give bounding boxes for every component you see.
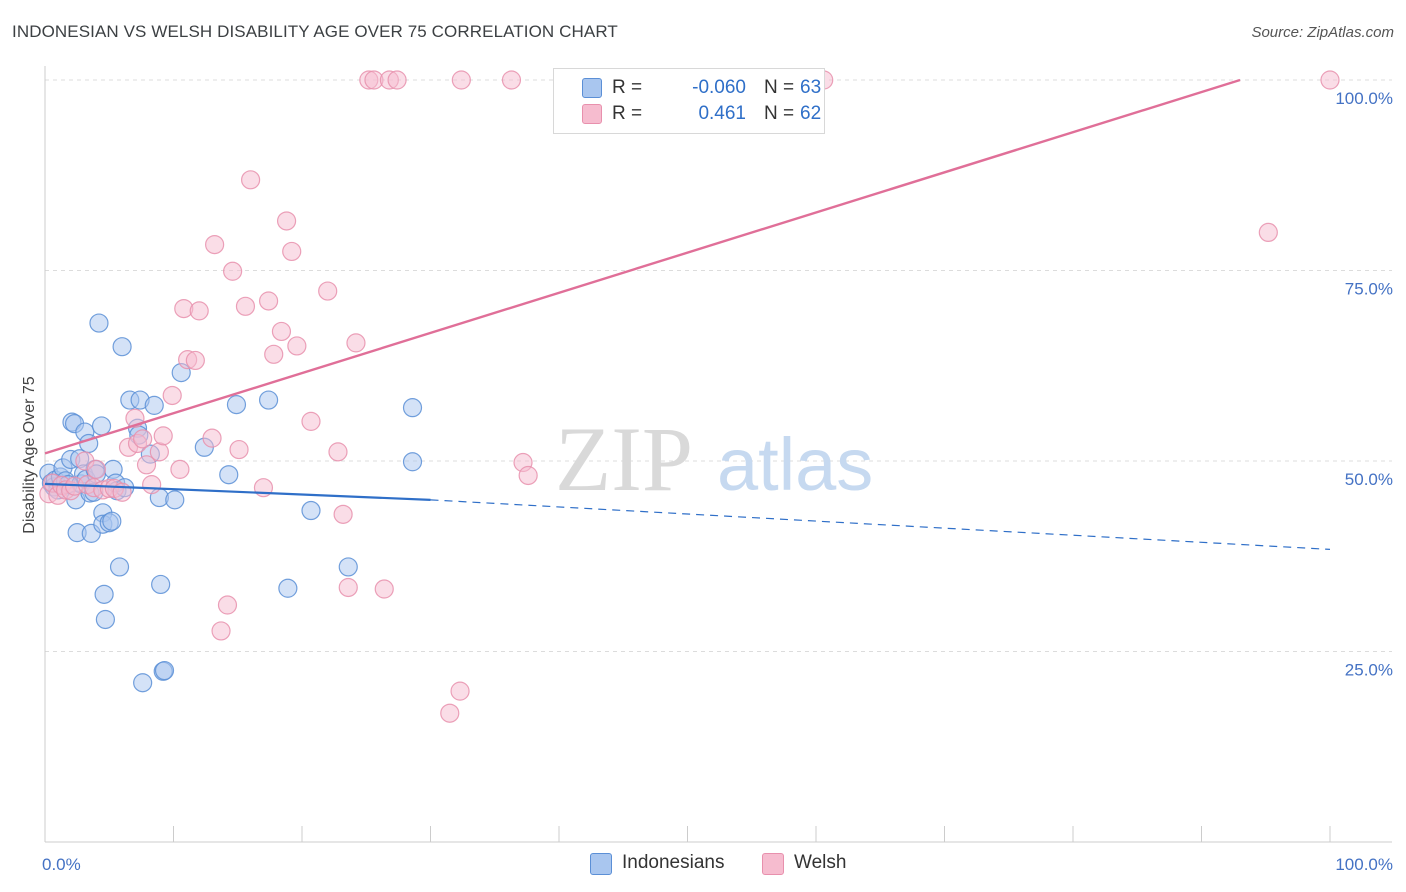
n-label: N = xyxy=(764,77,795,98)
indonesians-point xyxy=(102,511,122,531)
r-value: -0.060 xyxy=(692,77,746,98)
welsh-point xyxy=(501,70,522,90)
x-tick-label: 0.0% xyxy=(42,855,81,874)
welsh-trendline xyxy=(44,78,1241,455)
welsh-point xyxy=(258,291,279,311)
indonesians-point xyxy=(402,398,423,418)
r-label: R = xyxy=(612,103,643,124)
welsh-point xyxy=(374,579,394,599)
indonesians-swatch xyxy=(582,78,602,98)
indonesians-trendline xyxy=(44,482,431,501)
y-axis-label: Disability Age Over 75 xyxy=(21,376,38,534)
welsh-point xyxy=(451,70,471,90)
x-tick-labels: 0.0% 100.0% xyxy=(42,855,1393,874)
indonesians-point xyxy=(89,313,109,333)
legend-label: Welsh xyxy=(794,852,847,873)
watermark: ZIP atlas xyxy=(555,408,873,510)
indonesians-point xyxy=(144,395,164,415)
welsh-point xyxy=(136,455,157,475)
indonesians-points xyxy=(39,313,423,693)
indonesians-point xyxy=(338,557,358,577)
welsh-point xyxy=(185,350,205,371)
indonesians-point xyxy=(258,390,279,410)
stats-legend: R = -0.060 N = 63 R = 0.461 N = 62 xyxy=(553,68,825,134)
welsh-point xyxy=(318,281,338,301)
grid xyxy=(45,79,1392,652)
welsh-point xyxy=(387,70,407,90)
welsh-swatch xyxy=(582,104,602,124)
welsh-point xyxy=(241,170,261,190)
welsh-point xyxy=(1258,222,1278,242)
r-value: 0.461 xyxy=(698,103,746,124)
welsh-point xyxy=(202,428,222,448)
welsh-point xyxy=(211,621,231,641)
welsh-point xyxy=(333,504,353,524)
indonesians-point xyxy=(133,673,153,693)
n-value: 63 xyxy=(800,77,822,98)
y-tick-label: 75.0% xyxy=(1345,280,1393,299)
indonesians-point xyxy=(165,490,185,510)
indonesians-point xyxy=(278,578,298,598)
welsh-point xyxy=(86,459,107,479)
welsh-point xyxy=(153,426,173,446)
chart-title: INDONESIAN VS WELSH DISABILITY AGE OVER … xyxy=(12,22,618,41)
welsh-point xyxy=(518,465,538,486)
axes xyxy=(44,66,1392,843)
indonesians-point xyxy=(402,452,423,472)
welsh-point xyxy=(229,439,249,460)
welsh-point xyxy=(346,333,366,353)
welsh-point xyxy=(287,336,307,356)
indonesians-point xyxy=(95,609,115,630)
y-tick-label: 100.0% xyxy=(1335,89,1393,108)
indonesians-point xyxy=(112,337,132,357)
welsh-point xyxy=(142,475,162,495)
welsh-point xyxy=(1320,70,1340,90)
welsh-point xyxy=(338,577,358,598)
indonesians-point xyxy=(94,584,114,604)
indonesians-point xyxy=(219,465,239,485)
indonesians-point xyxy=(109,557,130,577)
indonesians-point xyxy=(154,660,175,681)
legend-label: Indonesians xyxy=(622,852,725,873)
welsh-point xyxy=(217,595,238,615)
welsh-point xyxy=(162,385,182,406)
indonesians-point xyxy=(91,416,112,436)
welsh-point xyxy=(189,301,209,321)
indonesians-point xyxy=(301,500,321,521)
indonesians-trendline-projection xyxy=(430,499,1331,550)
welsh-point xyxy=(440,703,460,723)
n-value: 62 xyxy=(800,103,822,124)
r-label: R = xyxy=(612,77,643,98)
source-label: Source: ZipAtlas.com xyxy=(1251,24,1394,41)
welsh-point xyxy=(133,429,153,449)
trendlines xyxy=(44,78,1331,550)
watermark-atlas: atlas xyxy=(717,423,873,506)
welsh-swatch xyxy=(762,853,784,875)
welsh-point xyxy=(149,442,169,462)
welsh-point xyxy=(223,261,243,281)
welsh-point xyxy=(271,321,292,342)
y-tick-label: 25.0% xyxy=(1345,661,1393,680)
indonesians-point xyxy=(226,395,247,415)
watermark-zip: ZIP xyxy=(555,408,693,510)
welsh-point xyxy=(282,241,302,262)
welsh-point xyxy=(205,234,225,255)
indonesians-point xyxy=(151,574,171,595)
x-tick-label: 100.0% xyxy=(1335,855,1393,874)
welsh-point xyxy=(264,344,284,364)
welsh-point xyxy=(170,459,190,479)
welsh-point xyxy=(450,681,470,701)
welsh-point xyxy=(276,211,297,231)
welsh-point xyxy=(301,411,321,431)
n-label: N = xyxy=(764,103,795,124)
y-tick-labels: 25.0% 50.0% 75.0% 100.0% xyxy=(1335,89,1393,680)
welsh-point xyxy=(328,442,348,462)
welsh-point xyxy=(235,296,256,316)
y-tick-label: 50.0% xyxy=(1345,470,1393,489)
welsh-points xyxy=(39,70,1340,723)
indonesians-swatch xyxy=(590,853,612,875)
